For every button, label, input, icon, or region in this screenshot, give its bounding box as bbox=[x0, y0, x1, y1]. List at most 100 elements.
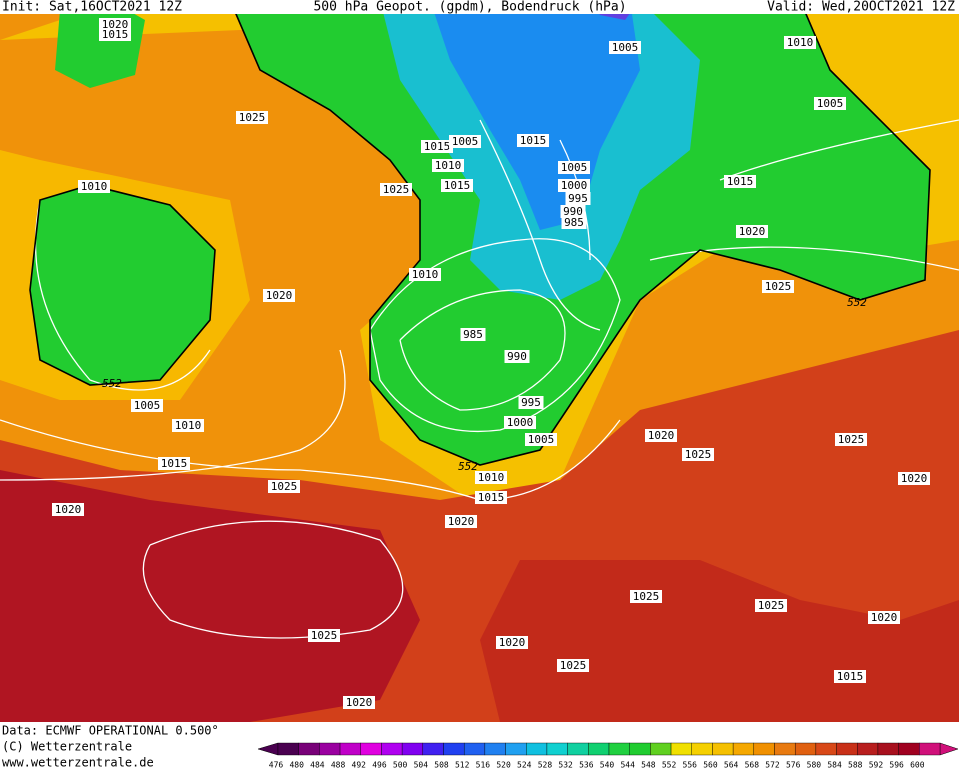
label-box bbox=[475, 471, 507, 484]
scale-swatch bbox=[319, 742, 341, 756]
isobar-label: 1015 bbox=[520, 134, 547, 147]
isobar-label: 1015 bbox=[161, 457, 188, 470]
scale-label: 564 bbox=[724, 761, 739, 770]
scale-label: 492 bbox=[352, 761, 367, 770]
scale-swatch bbox=[712, 742, 734, 756]
isobar-label: 1005 bbox=[528, 433, 555, 446]
scale-label: 572 bbox=[765, 761, 780, 770]
scale-label: 520 bbox=[496, 761, 511, 770]
isobar-label: 1005 bbox=[561, 161, 588, 174]
scale-swatch bbox=[401, 742, 424, 756]
scale-swatch bbox=[691, 742, 713, 756]
label-box bbox=[755, 599, 787, 612]
scale-label: 580 bbox=[807, 761, 822, 770]
scale-swatch bbox=[794, 742, 817, 756]
scale-swatch bbox=[588, 742, 610, 756]
label-box bbox=[441, 179, 473, 192]
isobar-label: 1015 bbox=[478, 491, 505, 504]
isobar-label: 1000 bbox=[561, 179, 588, 192]
scale-swatch bbox=[381, 742, 403, 756]
label-box bbox=[432, 159, 464, 172]
label-box bbox=[645, 429, 677, 442]
label-box bbox=[409, 268, 441, 281]
isobar-label: 1025 bbox=[271, 480, 298, 493]
scale-label: 524 bbox=[517, 761, 532, 770]
label-box bbox=[724, 175, 756, 188]
isobar-label: 1020 bbox=[266, 289, 293, 302]
label-box bbox=[52, 503, 84, 516]
label-box bbox=[834, 670, 866, 683]
isobar-label: 1020 bbox=[901, 472, 928, 485]
label-box bbox=[558, 179, 590, 192]
label-box bbox=[561, 216, 587, 229]
scale-label: 588 bbox=[848, 761, 863, 770]
label-box bbox=[99, 28, 131, 41]
scale-swatch bbox=[526, 742, 548, 756]
label-box bbox=[172, 419, 204, 432]
isobar-label: 1010 bbox=[478, 471, 505, 484]
label-box bbox=[78, 180, 110, 193]
yellow-zone bbox=[800, 0, 959, 110]
scale-label: 544 bbox=[620, 761, 635, 770]
isobar-label: 1025 bbox=[239, 111, 266, 124]
isobar-label: 1025 bbox=[560, 659, 587, 672]
isobar-label: 995 bbox=[568, 192, 588, 205]
isobar-label: 1025 bbox=[758, 599, 785, 612]
label-box bbox=[835, 433, 867, 446]
isobar-label: 1010 bbox=[175, 419, 202, 432]
label-box bbox=[868, 611, 900, 624]
isobar-label: 1010 bbox=[412, 268, 439, 281]
scale-swatch bbox=[753, 742, 775, 756]
label-box bbox=[99, 18, 131, 31]
scale-label: 584 bbox=[827, 761, 842, 770]
label-box bbox=[518, 396, 544, 409]
contour bbox=[229, 0, 931, 466]
valid-time: Valid: Wed,20OCT2021 12Z bbox=[767, 0, 955, 15]
scale-swatch bbox=[877, 742, 899, 756]
label-box bbox=[557, 659, 589, 672]
isobar-label: 1005 bbox=[817, 97, 844, 110]
scale-swatch bbox=[836, 742, 858, 756]
label-box bbox=[565, 192, 591, 205]
label-box bbox=[560, 205, 586, 218]
scale-label: 528 bbox=[538, 761, 553, 770]
scale-label: 552 bbox=[662, 761, 677, 770]
scale-label: 504 bbox=[414, 761, 429, 770]
contour-552 bbox=[29, 0, 931, 466]
isobar-label: 1020 bbox=[346, 696, 373, 709]
isobar-label: 1025 bbox=[633, 590, 660, 603]
isobar-label: 552 bbox=[102, 377, 122, 390]
label-box bbox=[263, 289, 295, 302]
scale-label: 488 bbox=[331, 761, 346, 770]
isobar-label: 1000 bbox=[507, 416, 534, 429]
isobar-label: 1025 bbox=[765, 280, 792, 293]
green-zone bbox=[30, 185, 215, 385]
isobar-label: 1015 bbox=[837, 670, 864, 683]
label-box bbox=[268, 480, 300, 493]
isobar-label: 990 bbox=[507, 350, 527, 363]
scale-label: 516 bbox=[476, 761, 491, 770]
isobar-label: 985 bbox=[463, 328, 483, 341]
isobar bbox=[479, 119, 601, 331]
data-source: Data: ECMWF OPERATIONAL 0.500° bbox=[2, 724, 219, 738]
scale-label: 536 bbox=[579, 761, 594, 770]
label-box bbox=[814, 97, 846, 110]
isobar-label: 1020 bbox=[102, 18, 129, 31]
isobar-label: 1005 bbox=[612, 41, 639, 54]
isobar-label: 1020 bbox=[448, 515, 475, 528]
website: www.wetterzentrale.de bbox=[2, 756, 154, 770]
scale-swatch bbox=[505, 742, 527, 756]
color-scale: 476 480 484 488 492 496 500 504 508 512 516 520 524 5… bbox=[257, 742, 959, 770]
isobar-label: 1015 bbox=[424, 140, 451, 153]
label-box bbox=[517, 134, 549, 147]
label-box bbox=[609, 41, 641, 54]
label-box bbox=[504, 416, 536, 429]
isobar-label: 1015 bbox=[727, 175, 754, 188]
isobar-label: 1005 bbox=[134, 399, 161, 412]
label-box bbox=[762, 280, 794, 293]
scale-label: 512 bbox=[455, 761, 470, 770]
contour bbox=[29, 184, 216, 386]
